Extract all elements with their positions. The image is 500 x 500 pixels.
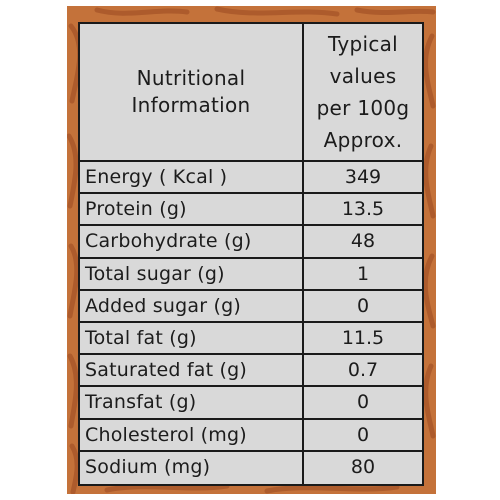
table-row: Protein (g) 13.5: [80, 194, 422, 227]
nutrient-name: Added sugar (g): [85, 294, 241, 317]
column-divider: [302, 24, 304, 484]
table-row: Carbohydrate (g) 48: [80, 226, 422, 259]
value-column-header: Typical values per 100g Approx.: [304, 24, 422, 160]
header-left-line-2: Information: [131, 93, 251, 117]
table-row: Energy ( Kcal ) 349: [80, 162, 422, 195]
header-right-line-3: per 100g: [316, 96, 410, 120]
table-row: Sodium (mg) 80: [80, 452, 422, 484]
nutrient-name: Energy ( Kcal ): [85, 166, 228, 188]
table-row: Total sugar (g) 1: [80, 259, 422, 291]
nutrient-value: 11.5: [341, 327, 385, 349]
nutrient-value: 0: [356, 423, 370, 446]
nutrient-name: Sodium (mg): [85, 455, 211, 478]
table-header-row: Nutritional Information Typical values p…: [80, 24, 422, 162]
nutrient-name: Cholesterol (mg): [85, 423, 247, 446]
nutrient-column-header: Nutritional Information: [80, 24, 302, 160]
table-row: Saturated fat (g) 0.7: [80, 355, 422, 388]
nutrient-value: 13.5: [341, 198, 385, 221]
header-right-line-2: values: [329, 64, 397, 88]
nutrient-name: Total sugar (g): [85, 262, 225, 285]
nutrient-name: Carbohydrate (g): [85, 230, 252, 253]
table-row: Total fat (g) 11.5: [80, 323, 422, 356]
nutrient-value: 0: [356, 391, 370, 414]
header-right-line-1: Typical: [327, 32, 399, 56]
packaging-background: Nutritional Information Typical values p…: [67, 6, 436, 494]
nutrient-value: 349: [344, 166, 382, 188]
nutrient-name: Protein (g): [85, 198, 187, 221]
table-row: Cholesterol (mg) 0: [80, 420, 422, 452]
nutrition-facts-table: Nutritional Information Typical values p…: [78, 22, 424, 486]
nutrient-name: Saturated fat (g): [85, 359, 247, 382]
nutrient-value: 0: [356, 294, 370, 317]
nutrient-value: 0.7: [347, 359, 379, 382]
swirl-pattern-decoration: [67, 6, 436, 494]
nutrient-name: Total fat (g): [85, 327, 197, 349]
nutrient-name: Transfat (g): [85, 391, 197, 414]
header-left-line-1: Nutritional: [136, 66, 246, 90]
nutrient-value: 48: [350, 230, 376, 253]
nutrient-value: 1: [356, 262, 370, 285]
nutrient-value: 80: [350, 455, 376, 478]
table-row: Transfat (g) 0: [80, 387, 422, 420]
table-row: Added sugar (g) 0: [80, 291, 422, 323]
header-right-line-4: Approx.: [323, 128, 403, 152]
